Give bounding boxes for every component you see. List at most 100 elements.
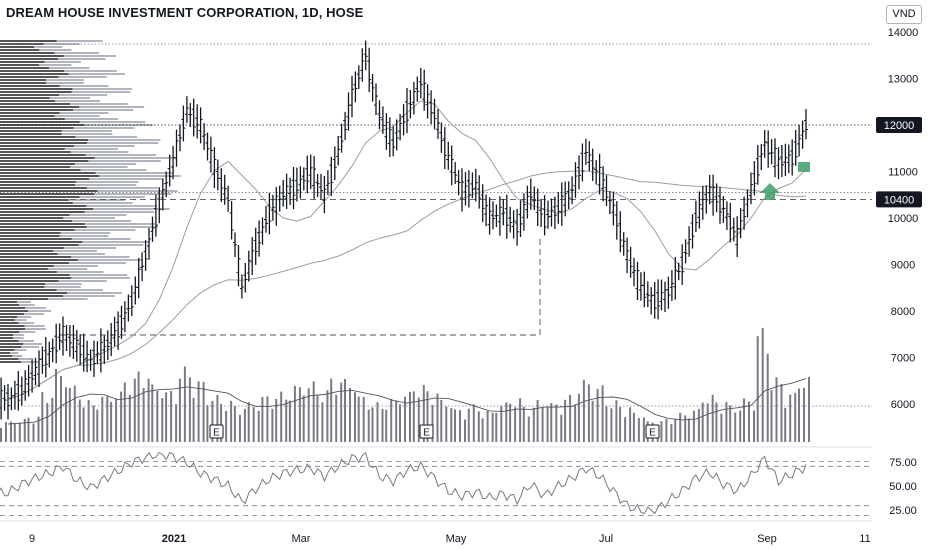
profile-bar-light [63, 295, 115, 297]
volume-bar [233, 406, 236, 442]
volume-bar [298, 387, 301, 442]
volume-bar [51, 397, 54, 442]
profile-bar-light [97, 190, 178, 192]
profile-bar-light [45, 283, 82, 285]
profile-bar-dark [0, 340, 19, 342]
profile-bar-light [10, 352, 19, 354]
profile-bar-dark [0, 85, 60, 87]
rsi-tick-label: 25.00 [889, 505, 917, 517]
profile-bar-light [68, 199, 126, 201]
profile-bar-dark [0, 211, 85, 213]
volume-bar [417, 397, 420, 442]
volume-bar [275, 399, 278, 442]
volume-bar [390, 398, 393, 442]
profile-bar-dark [0, 118, 65, 120]
time-tick-label: Mar [292, 533, 311, 545]
profile-bar-dark [0, 352, 11, 354]
profile-bar-light [64, 118, 118, 120]
volume-bar [23, 418, 26, 442]
profile-bar-light [73, 127, 135, 129]
profile-bar-light [18, 340, 34, 342]
profile-bar-light [70, 166, 128, 168]
volume-bar [344, 379, 346, 442]
profile-bar-light [77, 259, 142, 261]
profile-bar-light [72, 88, 133, 90]
volume-bar [316, 395, 319, 442]
time-tick-label: 11 [859, 533, 870, 545]
volume-bar [376, 402, 379, 442]
level-price-tag [876, 191, 922, 208]
profile-bar-dark [0, 163, 75, 165]
volume-bar [55, 369, 57, 442]
volume-bar [326, 390, 329, 442]
volume-bar [399, 404, 401, 442]
volume-bar [725, 402, 728, 442]
profile-bar-light [56, 289, 103, 291]
profile-bar-light [21, 346, 39, 348]
time-tick-label: Jul [599, 533, 613, 545]
profile-bar-light [25, 307, 46, 309]
volume-bar [642, 417, 645, 442]
profile-bar-light [56, 271, 104, 273]
profile-bar-dark [0, 202, 73, 204]
volume-bar [192, 397, 195, 442]
volume-bar [766, 353, 769, 442]
profile-bar-dark [0, 52, 55, 54]
volume-bar [170, 391, 173, 442]
volume-bar [151, 384, 154, 442]
profile-bar-dark [0, 115, 55, 117]
profile-bar-dark [0, 346, 22, 348]
volume-bar [711, 394, 714, 442]
currency-selector[interactable]: VND [886, 5, 922, 24]
price-tick-label: 8000 [891, 306, 915, 318]
volume-bar [216, 394, 219, 442]
profile-bar-light [59, 94, 108, 96]
profile-bar-dark [0, 136, 76, 138]
volume-bar [619, 407, 622, 442]
profile-bar-light [59, 112, 109, 114]
volume-bar [65, 387, 67, 442]
volume-bar [706, 403, 709, 442]
profile-bar-dark [0, 307, 26, 309]
volume-bar [445, 406, 448, 442]
volume-bar [481, 418, 484, 442]
profile-bar-dark [0, 199, 69, 201]
volume-bar [720, 413, 723, 442]
profile-bar-light [95, 172, 174, 174]
profile-bar-light [75, 136, 138, 138]
profile-bar-light [82, 241, 150, 243]
profile-bar-light [76, 181, 139, 183]
profile-bar-light [28, 310, 52, 312]
profile-bar-dark [0, 355, 13, 357]
profile-bar-dark [0, 40, 57, 42]
volume-bar [527, 416, 530, 442]
profile-bar-dark [0, 304, 20, 306]
volume-bar [440, 400, 443, 442]
profile-bar-dark [0, 46, 35, 48]
profile-bar-dark [0, 106, 80, 108]
volume-bar [120, 391, 123, 442]
profile-bar-dark [0, 214, 70, 216]
volume-bar [679, 412, 682, 442]
profile-bar-light [87, 142, 159, 144]
range-line [60, 235, 541, 336]
profile-bar-dark [0, 334, 14, 336]
volume-bar [96, 409, 99, 442]
profile-bar-dark [0, 238, 72, 240]
profile-bar-light [80, 169, 147, 171]
price-tick-label: 12000 [884, 120, 915, 132]
profile-bar-light [94, 157, 173, 159]
volume-bar [670, 424, 673, 442]
profile-bar-light [57, 253, 105, 255]
volume-bar [10, 421, 12, 442]
profile-bar-dark [0, 286, 45, 288]
profile-bar-light [39, 49, 72, 51]
profile-bar-light [18, 322, 35, 324]
volume-bar [412, 391, 415, 442]
volume-bar [555, 404, 558, 442]
profile-bar-light [13, 337, 24, 339]
volume-bar [188, 377, 191, 442]
profile-bar-dark [0, 166, 71, 168]
profile-bar-light [86, 187, 158, 189]
